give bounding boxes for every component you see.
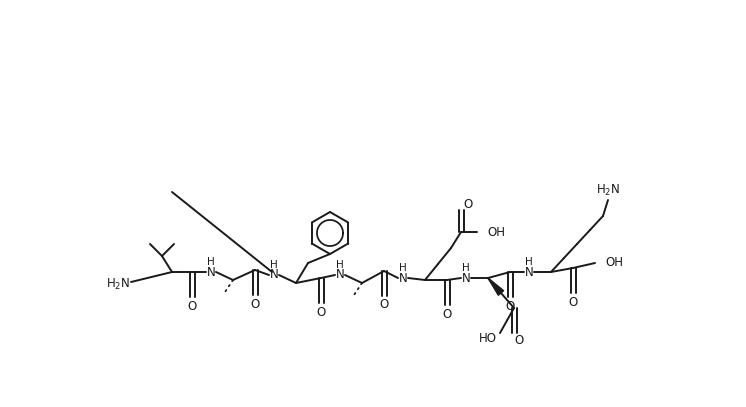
Text: H: H	[207, 257, 215, 267]
Polygon shape	[488, 278, 504, 295]
Text: H: H	[270, 260, 278, 270]
Text: H: H	[525, 257, 533, 267]
Text: N: N	[462, 271, 471, 284]
Text: OH: OH	[605, 256, 623, 269]
Text: N: N	[398, 271, 407, 284]
Text: H: H	[462, 263, 470, 273]
Text: H$_2$N: H$_2$N	[596, 182, 620, 197]
Text: HO: HO	[479, 331, 497, 344]
Text: H: H	[399, 263, 407, 273]
Text: H$_2$N: H$_2$N	[106, 276, 130, 291]
Text: H: H	[336, 260, 344, 270]
Text: OH: OH	[487, 225, 505, 239]
Text: N: N	[269, 269, 278, 282]
Text: O: O	[568, 295, 577, 309]
Text: O: O	[463, 199, 472, 212]
Text: N: N	[336, 269, 345, 282]
Text: O: O	[515, 333, 524, 346]
Text: N: N	[524, 265, 533, 278]
Text: O: O	[251, 298, 260, 311]
Text: O: O	[442, 308, 451, 320]
Text: O: O	[316, 306, 325, 319]
Text: N: N	[207, 265, 216, 278]
Text: O: O	[505, 300, 515, 313]
Text: O: O	[380, 298, 389, 311]
Text: O: O	[187, 300, 197, 313]
